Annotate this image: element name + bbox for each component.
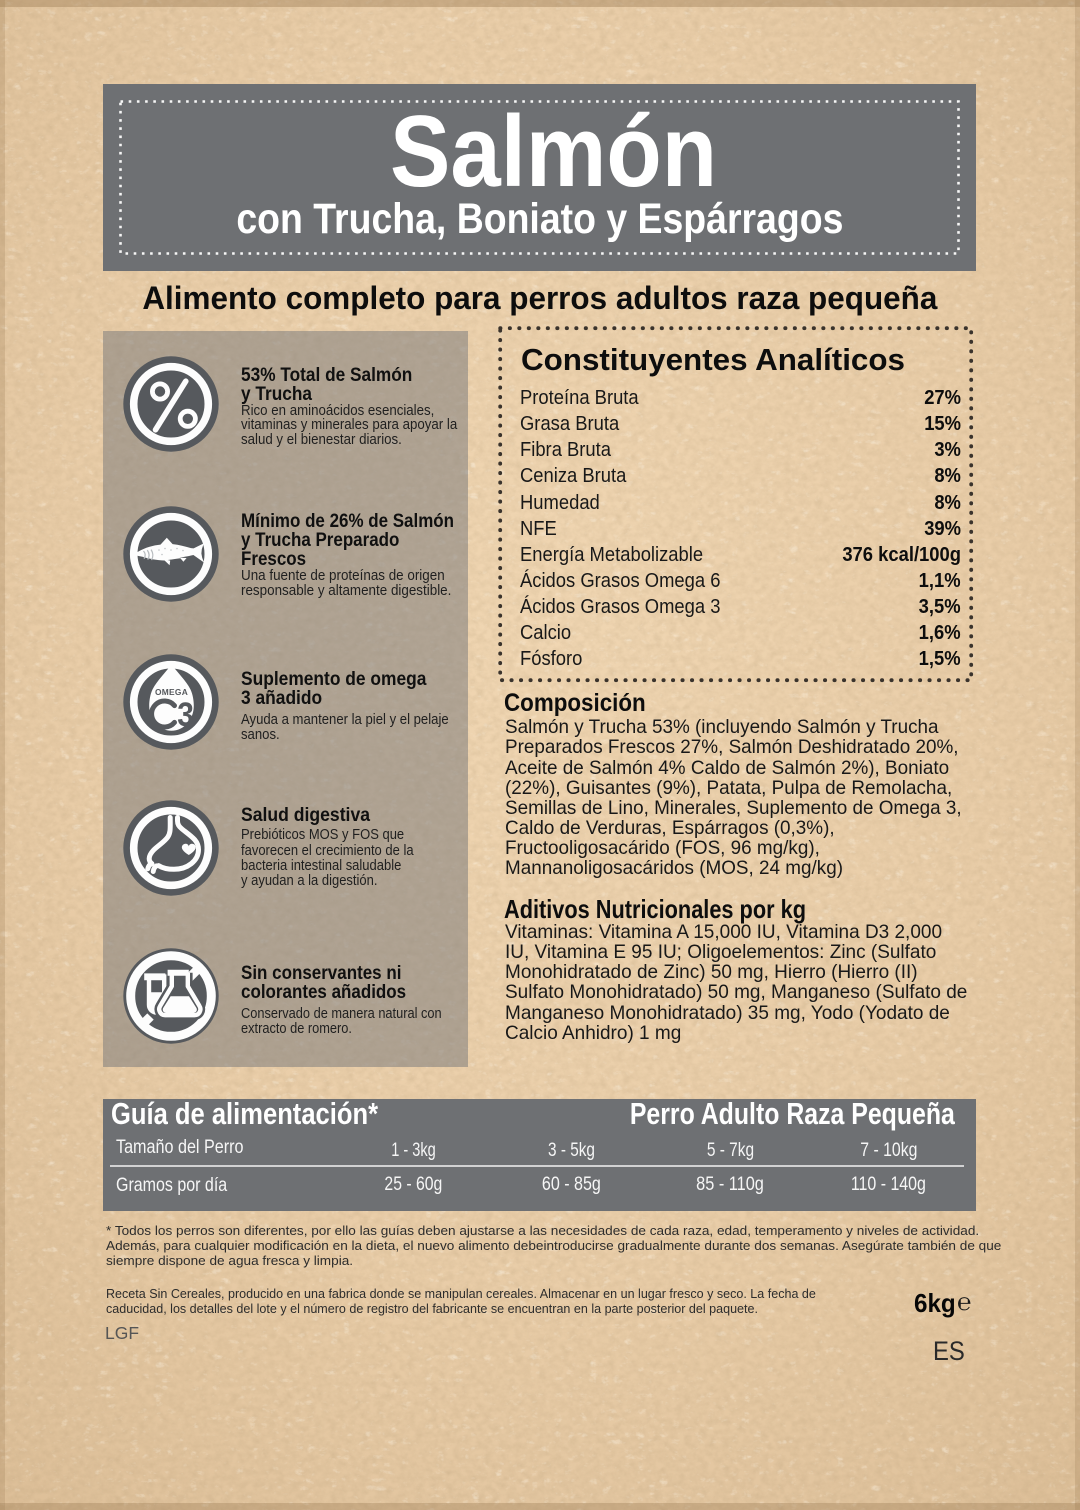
svg-text:OMEGA: OMEGA <box>155 687 188 697</box>
svg-text:3: 3 <box>177 695 194 733</box>
